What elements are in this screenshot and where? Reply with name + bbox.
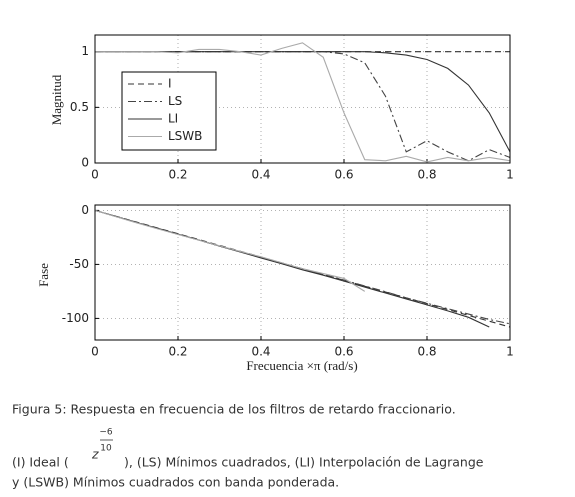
x-tick-label: 0.8	[417, 345, 436, 359]
legend-label: LS	[168, 94, 182, 108]
legend-label: LI	[168, 112, 178, 126]
legend-label: I	[168, 77, 172, 91]
y-tick-label: -100	[62, 311, 89, 325]
y-tick-label: 0	[81, 156, 89, 170]
y-tick-label: 1	[81, 44, 89, 58]
x-tick-label: 0.6	[334, 168, 353, 182]
x-tick-label: 0.2	[168, 168, 187, 182]
x-tick-label: 0	[91, 168, 99, 182]
series-line	[94, 209, 366, 292]
caption-text: ), (LS) Mínimos cuadrados, (LI) Interpol…	[124, 455, 484, 470]
caption-base: z	[91, 447, 99, 462]
caption-text: y (LSWB) Mínimos cuadrados con banda pon…	[12, 475, 339, 490]
plot-area	[95, 205, 510, 340]
caption-exp-den: 10	[100, 444, 112, 454]
y-tick-label: 0	[81, 203, 89, 217]
x-tick-label: 0	[91, 345, 99, 359]
x-tick-label: 0.4	[251, 168, 270, 182]
caption-title: Figura 5: Respuesta en frecuencia de los…	[12, 402, 456, 417]
x-tick-label: 0.4	[251, 345, 270, 359]
series-line	[95, 42, 511, 163]
x-tick-label: 1	[506, 345, 514, 359]
axes-frame	[94, 204, 511, 341]
y-tick-label: 0.5	[70, 100, 89, 114]
x-tick-label: 1	[506, 168, 514, 182]
x-tick-label: 0.6	[334, 345, 353, 359]
y-axis-label: Magnitud	[49, 74, 64, 125]
x-tick-label: 0.8	[417, 168, 436, 182]
caption-exp-num: −6	[99, 428, 113, 438]
x-axis-label: Frecuencia ×π (rad/s)	[246, 358, 357, 373]
x-tick-label: 0.2	[168, 345, 187, 359]
legend-label: LSWB	[168, 129, 202, 143]
caption-text: (I) Ideal (	[12, 455, 69, 470]
y-tick-label: -50	[69, 257, 89, 271]
axes-frame	[94, 34, 511, 164]
y-axis-label: Fase	[36, 263, 51, 287]
